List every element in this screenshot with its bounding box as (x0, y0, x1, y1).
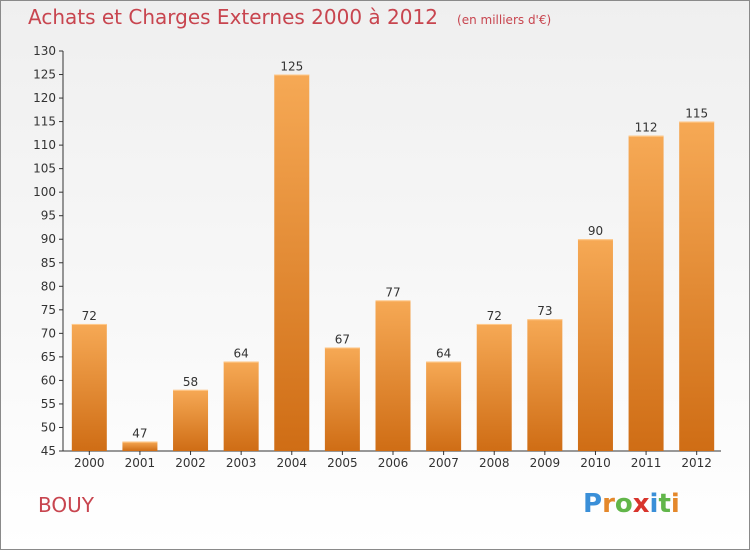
bar-2001 (122, 441, 158, 451)
x-tick-label-2004: 2004 (276, 456, 307, 470)
x-tick-label-2011: 2011 (631, 456, 662, 470)
data-label-2002: 58 (183, 375, 198, 389)
y-tick-label: 55 (41, 397, 56, 411)
y-tick-label: 120 (33, 91, 56, 105)
proxiti-logo[interactable]: Proxiti (583, 489, 680, 519)
x-tick-label-2006: 2006 (378, 456, 409, 470)
y-tick-label: 50 (41, 420, 56, 434)
bar-2009 (527, 319, 563, 451)
data-label-2003: 64 (234, 347, 249, 361)
title-block: Achats et Charges Externes 2000 à 2012 (… (28, 5, 551, 29)
y-tick-label: 130 (33, 44, 56, 58)
y-tick-label: 80 (41, 279, 56, 293)
logo-letter: o (614, 489, 633, 519)
y-tick-label: 85 (41, 256, 56, 270)
data-label-2005: 67 (335, 332, 350, 346)
logo-letter: r (602, 489, 615, 519)
chart-unit: (en milliers d'€) (457, 13, 552, 27)
bar-2012 (679, 121, 715, 452)
y-tick-label: 60 (41, 373, 56, 387)
data-label-2009: 73 (537, 304, 552, 318)
x-tick-label-2002: 2002 (175, 456, 206, 470)
x-tick-label-2005: 2005 (327, 456, 358, 470)
y-tick-label: 90 (41, 232, 56, 246)
x-tick-label-2009: 2009 (530, 456, 561, 470)
bar-2003 (223, 361, 259, 451)
bar-2004 (274, 74, 310, 451)
logo-letter: i (670, 489, 680, 519)
data-label-2007: 64 (436, 347, 451, 361)
bar-2000 (71, 323, 107, 451)
bar-2005 (324, 347, 360, 451)
bar-2011 (628, 135, 664, 452)
commune-name: BOUY (38, 493, 94, 517)
y-tick-label: 75 (41, 303, 56, 317)
x-tick-label-2001: 2001 (125, 456, 156, 470)
x-tick-label-2003: 2003 (226, 456, 257, 470)
y-tick-label: 105 (33, 162, 56, 176)
y-tick-label: 115 (33, 115, 56, 129)
y-tick-label: 100 (33, 185, 56, 199)
bars: 72 47 58 64 125 67 77 64 72 73 90 112 115 (71, 60, 715, 452)
y-tick-label: 110 (33, 138, 56, 152)
x-tick-label-2000: 2000 (74, 456, 105, 470)
y-axis: 45 50 55 60 65 70 75 80 85 90 95 100 105 110 115 120 125… (33, 44, 64, 458)
x-tick-label-2010: 2010 (580, 456, 611, 470)
data-label-2012: 115 (685, 107, 708, 121)
y-tick-label: 65 (41, 350, 56, 364)
x-tick-label-2012: 2012 (681, 456, 712, 470)
data-label-2008: 72 (487, 309, 502, 323)
bar-2007 (426, 361, 462, 451)
y-tick-label: 70 (41, 326, 56, 340)
x-axis: 2000 2001 2002 2003 2004 2005 2006 2007 2008 2009… (63, 450, 721, 470)
y-tick-label: 125 (33, 68, 56, 82)
chart-title: Achats et Charges Externes 2000 à 2012 (28, 5, 438, 29)
data-label-2001: 47 (132, 427, 147, 441)
data-label-2011: 112 (635, 121, 658, 135)
y-tick-label: 95 (41, 209, 56, 223)
bar-2008 (476, 323, 512, 451)
y-tick-label: 45 (41, 444, 56, 458)
data-label-2000: 72 (82, 309, 97, 323)
x-tick-label-2007: 2007 (428, 456, 459, 470)
data-label-2006: 77 (385, 285, 400, 299)
logo-letter: x (632, 489, 650, 519)
logo-letter: P (583, 489, 603, 519)
logo-letter: i (649, 489, 659, 519)
data-label-2010: 90 (588, 224, 603, 238)
x-tick-label-2008: 2008 (479, 456, 510, 470)
bar-2006 (375, 300, 411, 451)
data-label-2004: 125 (280, 60, 303, 74)
bar-2002 (173, 389, 209, 451)
logo-letter: t (658, 489, 671, 519)
bar-2010 (577, 239, 613, 451)
